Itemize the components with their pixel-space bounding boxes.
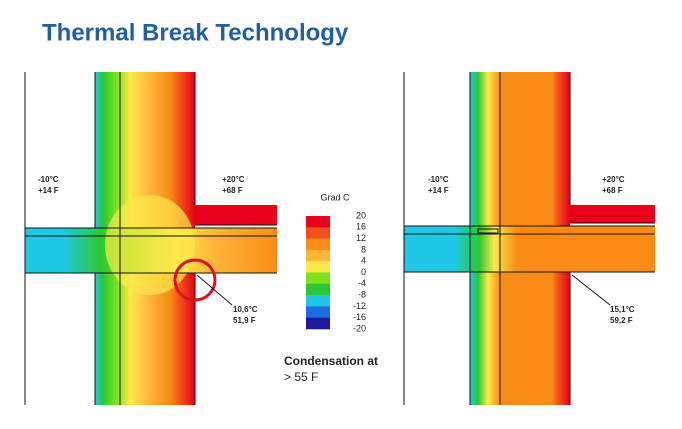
legend-swatch	[306, 238, 330, 251]
outside-temp-f: +14 F	[428, 186, 449, 195]
surface-temp-f: 59,2 F	[610, 316, 633, 325]
inside-temp-c: +20°C	[602, 175, 625, 184]
legend-swatch	[306, 272, 330, 285]
legend-swatch	[306, 216, 330, 228]
legend-swatch	[306, 295, 330, 307]
legend-swatch	[306, 227, 330, 239]
legend-title: Grad C	[320, 192, 350, 202]
left-simulation	[24, 72, 277, 405]
legend-tick-label: 16	[356, 222, 366, 232]
legend-tick-label: -4	[358, 278, 366, 288]
inside-temp-f: +68 F	[222, 186, 243, 195]
note: Condensation at	[284, 354, 378, 368]
inside-temp-c: +20°C	[222, 175, 245, 184]
note: > 55 F	[284, 370, 318, 384]
legend-tick-label: 12	[356, 233, 366, 243]
title: Thermal Break Technology	[42, 19, 349, 46]
legend-tick-label: 0	[361, 267, 366, 277]
surface-temp-c: 15,1°C	[610, 305, 635, 314]
right-simulation	[403, 72, 655, 405]
surface-temp-c: 10,6°C	[233, 305, 258, 314]
legend-swatch	[306, 249, 330, 262]
legend-tick-label: 8	[361, 244, 366, 254]
legend-tick-label: -20	[353, 323, 366, 333]
legend-swatch	[306, 283, 330, 296]
inside-temp-f: +68 F	[602, 186, 623, 195]
surface-temp-f: 51,9 F	[233, 316, 256, 325]
legend-swatch	[306, 261, 330, 273]
outside-temp-c: -10°C	[428, 175, 449, 184]
legend-tick-label: -16	[353, 312, 366, 322]
legend-tick-label: -8	[358, 289, 366, 299]
legend-swatch	[306, 317, 330, 330]
outside-temp-c: -10°C	[38, 175, 59, 184]
legend-swatch	[306, 306, 330, 318]
outside-temp-f: +14 F	[38, 186, 59, 195]
legend-tick-label: 20	[356, 210, 366, 220]
legend-tick-label: 4	[361, 256, 366, 266]
legend-tick-label: -12	[353, 301, 366, 311]
